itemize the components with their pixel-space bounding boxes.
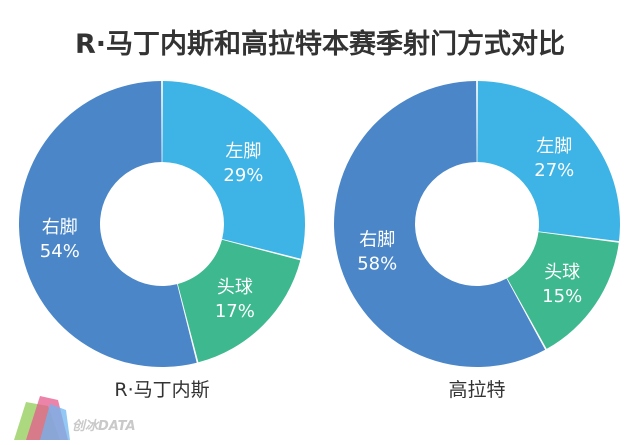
slice-left-foot	[477, 81, 620, 242]
slice-value-header: 15%	[542, 286, 582, 307]
slice-value-right-foot: 58%	[357, 254, 397, 275]
donut-chart-martinez: 左脚 29% 头球 17% 右脚 54%	[18, 81, 306, 367]
slice-label-right-foot: 右脚	[359, 230, 395, 251]
slice-value-header: 17%	[215, 301, 255, 322]
donut-chart-goulart: 左脚 27% 头球 15% 右脚 58%	[334, 81, 620, 368]
slice-label-header: 头球	[217, 277, 253, 298]
chart-title: R·马丁内斯和高拉特本赛季射门方式对比	[74, 29, 566, 60]
slice-header	[507, 232, 619, 349]
slice-value-left-foot: 29%	[223, 165, 263, 186]
logo-icon	[14, 396, 70, 440]
slice-right-foot	[18, 81, 197, 367]
watermark-text: 创冰DATA	[72, 419, 136, 434]
slice-label-left-foot: 左脚	[536, 136, 572, 157]
slice-left-foot	[162, 81, 306, 259]
slice-value-left-foot: 27%	[534, 160, 574, 181]
slice-label-left-foot: 左脚	[225, 141, 261, 162]
slice-header	[177, 239, 301, 363]
slice-value-right-foot: 54%	[40, 241, 80, 262]
chart-subtitle-goulart: 高拉特	[448, 379, 505, 401]
chart-subtitle-martinez: R·马丁内斯	[114, 379, 209, 401]
slice-label-header: 头球	[544, 262, 580, 283]
slice-label-right-foot: 右脚	[42, 217, 78, 238]
slice-right-foot	[334, 81, 546, 368]
